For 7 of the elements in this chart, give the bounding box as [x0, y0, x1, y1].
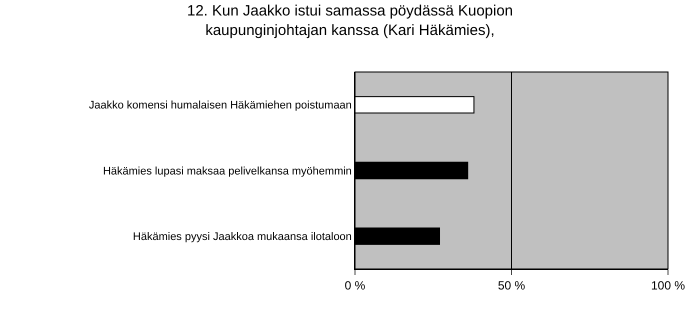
x-tick-label: 0 %	[344, 278, 366, 292]
chart-title: 12. Kun Jaakko istui samassa pöydässä Kuopion kaupunginjohtajan kanssa (Kari Häkämies),	[186, 2, 514, 39]
x-tick-label: 50 %	[498, 278, 526, 292]
y-tick-label: Jaakko komensi humalaisen Häkämiehen poistumaan	[88, 100, 352, 112]
y-tick-label: Häkämies pyysi Jaakkoa mukaansa ilotaloon	[132, 231, 352, 244]
y-tick-label: Häkämies lupasi maksaa pelivelkansa myöhemmin	[102, 165, 352, 178]
x-tick-label: 100 %	[650, 278, 686, 292]
